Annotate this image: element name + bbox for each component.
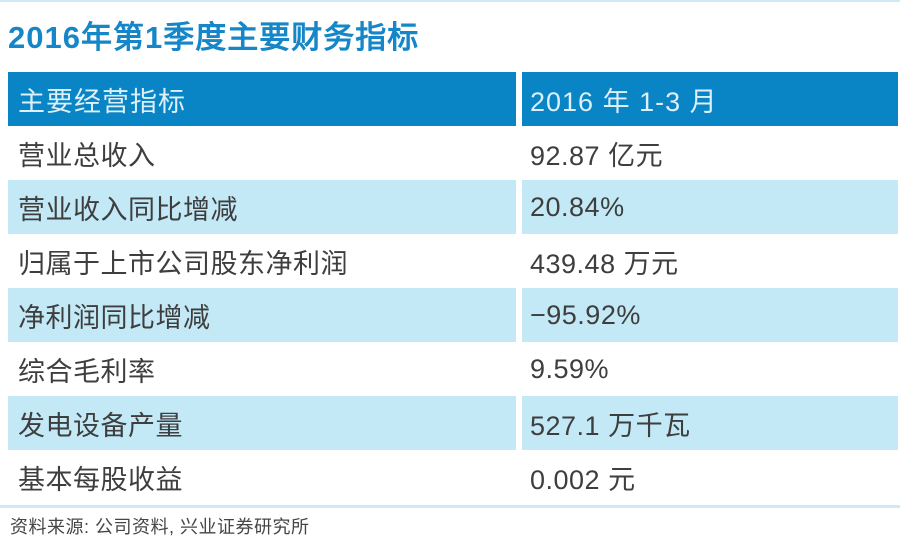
- row-value: 0.002 元: [516, 450, 898, 504]
- table-bottom-border-line: [0, 505, 900, 508]
- row-value: 439.48 万元: [516, 234, 898, 288]
- table-row: 净利润同比增减 −95.92%: [8, 288, 898, 342]
- header-cell-indicator: 主要经营指标: [8, 72, 516, 126]
- top-divider-line: [0, 0, 900, 2]
- header-cell-period: 2016 年 1-3 月: [516, 72, 898, 126]
- table-row: 归属于上市公司股东净利润 439.48 万元: [8, 234, 898, 288]
- row-value: 20.84%: [516, 180, 898, 234]
- table-row: 发电设备产量 527.1 万千瓦: [8, 396, 898, 450]
- row-label: 净利润同比增减: [8, 288, 516, 342]
- row-label: 综合毛利率: [18, 356, 156, 387]
- row-label: 营业收入同比增减: [8, 180, 516, 234]
- row-value: 9.59%: [516, 342, 898, 396]
- row-value: 527.1 万千瓦: [516, 396, 898, 450]
- row-value: 92.87 亿元: [516, 126, 898, 180]
- table-row: 基本每股收益 0.002 元: [8, 450, 898, 504]
- row-label: 归属于上市公司股东净利润: [18, 248, 348, 279]
- financial-indicators-table: 主要经营指标 2016 年 1-3 月 营业总收入 92.87 亿元 营业收入同…: [8, 72, 898, 504]
- table-row: 综合毛利率 9.59%: [8, 342, 898, 396]
- row-value: −95.92%: [516, 288, 898, 342]
- row-label: 营业总收入: [18, 140, 156, 171]
- table-row: 营业总收入 92.87 亿元: [8, 126, 898, 180]
- table-row: 营业收入同比增减 20.84%: [8, 180, 898, 234]
- source-note: 资料来源: 公司资料, 兴业证券研究所: [10, 517, 310, 537]
- row-label: 基本每股收益: [18, 464, 183, 495]
- row-label: 发电设备产量: [8, 396, 516, 450]
- table-header-row: 主要经营指标 2016 年 1-3 月: [8, 72, 898, 126]
- page-title: 2016年第1季度主要财务指标: [8, 20, 420, 55]
